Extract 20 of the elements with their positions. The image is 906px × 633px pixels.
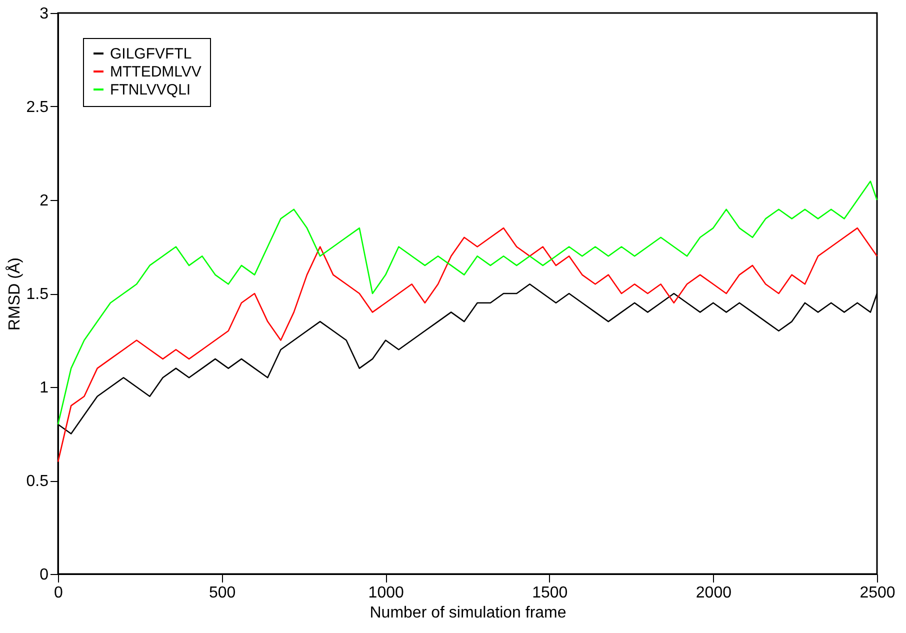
x-tick-label: 2000 xyxy=(696,584,732,602)
x-axis-title: Number of simulation frame xyxy=(370,604,566,622)
y-tick-label: 1.5 xyxy=(26,286,49,303)
x-tick-label: 1500 xyxy=(532,584,568,602)
legend-label: MTTEDMLVV xyxy=(110,64,202,80)
x-tick-label: 500 xyxy=(208,584,236,602)
y-axis-title: RMSD (Å) xyxy=(5,258,24,330)
x-tick-label: 1000 xyxy=(368,584,404,602)
y-tick-label: 0 xyxy=(40,566,49,584)
y-tick-label: 0.5 xyxy=(26,473,49,490)
legend-label: GILGFVFTL xyxy=(110,46,192,62)
y-tick-label: 2.5 xyxy=(26,99,49,116)
y-tick-label: 2 xyxy=(40,192,49,210)
legend-label: FTNLVVQLI xyxy=(110,82,191,98)
line-series xyxy=(57,227,878,462)
x-tick-label: 2500 xyxy=(860,584,896,602)
y-tick-label: 1 xyxy=(40,380,49,396)
line-series xyxy=(57,180,878,426)
x-tick-label: 0 xyxy=(54,584,64,602)
y-tick-label: 3 xyxy=(40,6,49,22)
